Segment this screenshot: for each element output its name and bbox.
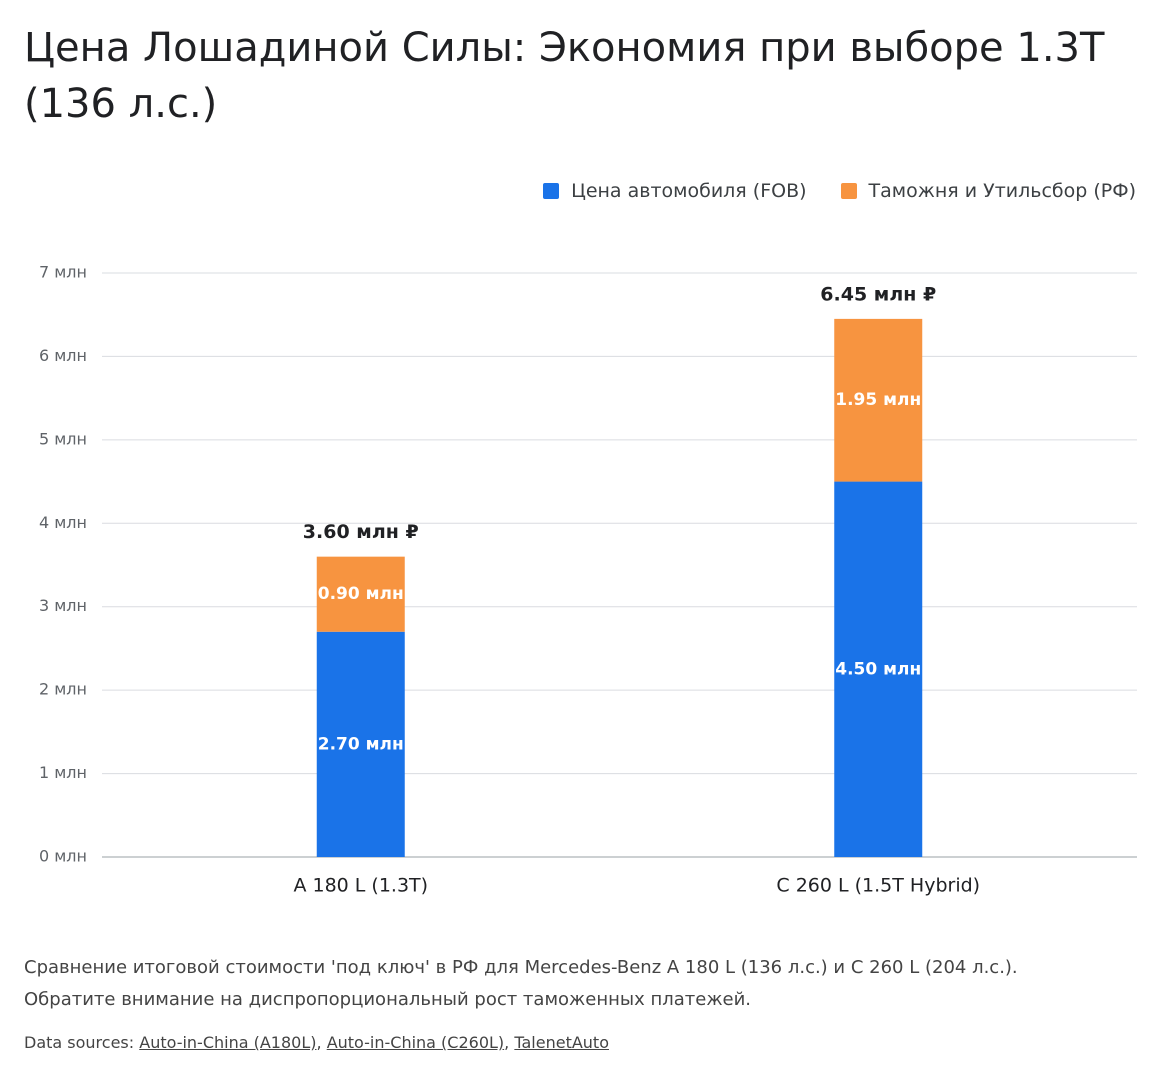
caption-line: Сравнение итоговой стоимости 'под ключ' … xyxy=(24,957,1018,978)
caption-line: Обратите внимание на диспропорциональный… xyxy=(24,989,752,1010)
bar-segment xyxy=(316,556,405,632)
separator: , xyxy=(504,1033,510,1052)
total-label: 3.60 млн ₽ xyxy=(303,521,419,543)
y-tick-label: 0 млн xyxy=(39,847,87,866)
total-label: 6.45 млн ₽ xyxy=(820,283,936,305)
legend-swatch xyxy=(543,183,560,199)
source-link[interactable]: TalenetAuto xyxy=(514,1033,609,1052)
caption: Сравнение итоговой стоимости 'под ключ' … xyxy=(24,952,1018,1016)
y-tick-label: 5 млн xyxy=(39,429,87,448)
sources: Data sources: Auto-in-China (A180L), Aut… xyxy=(24,1033,609,1052)
x-tick-label: A 180 L (1.3T) xyxy=(293,875,428,897)
y-tick-label: 4 млн xyxy=(39,513,87,532)
y-tick-label: 3 млн xyxy=(39,596,87,615)
bar-segment xyxy=(316,631,405,857)
source-link[interactable]: Auto-in-China (C260L) xyxy=(326,1033,505,1052)
data-label: 1.95 млн xyxy=(835,390,921,410)
separator: , xyxy=(316,1033,322,1052)
x-tick-label: C 260 L (1.5T Hybrid) xyxy=(776,875,980,897)
sources-label: Data sources: xyxy=(24,1033,135,1052)
y-tick-label: 2 млн xyxy=(39,680,87,699)
data-label: 0.90 млн xyxy=(318,584,404,604)
legend-swatch xyxy=(840,183,857,199)
y-tick-label: 1 млн xyxy=(39,763,87,782)
legend-item: Таможня и Утильсбор (РФ) xyxy=(840,180,1136,202)
legend-label: Таможня и Утильсбор (РФ) xyxy=(868,180,1136,202)
bar-segment xyxy=(834,481,923,857)
data-label: 4.50 млн xyxy=(835,659,921,679)
y-tick-label: 6 млн xyxy=(39,346,87,365)
legend-item: Цена автомобиля (FOB) xyxy=(543,180,807,202)
legend: Цена автомобиля (FOB) Таможня и Утильсбор… xyxy=(543,180,1136,202)
chart-title: Цена Лошадиной Силы: Экономия при выборе… xyxy=(24,25,1105,127)
bar-segment xyxy=(834,318,923,482)
y-tick-label: 7 млн xyxy=(39,263,87,282)
legend-label: Цена автомобиля (FOB) xyxy=(571,180,807,202)
data-label: 2.70 млн xyxy=(318,734,404,754)
source-link[interactable]: Auto-in-China (A180L) xyxy=(139,1033,317,1052)
